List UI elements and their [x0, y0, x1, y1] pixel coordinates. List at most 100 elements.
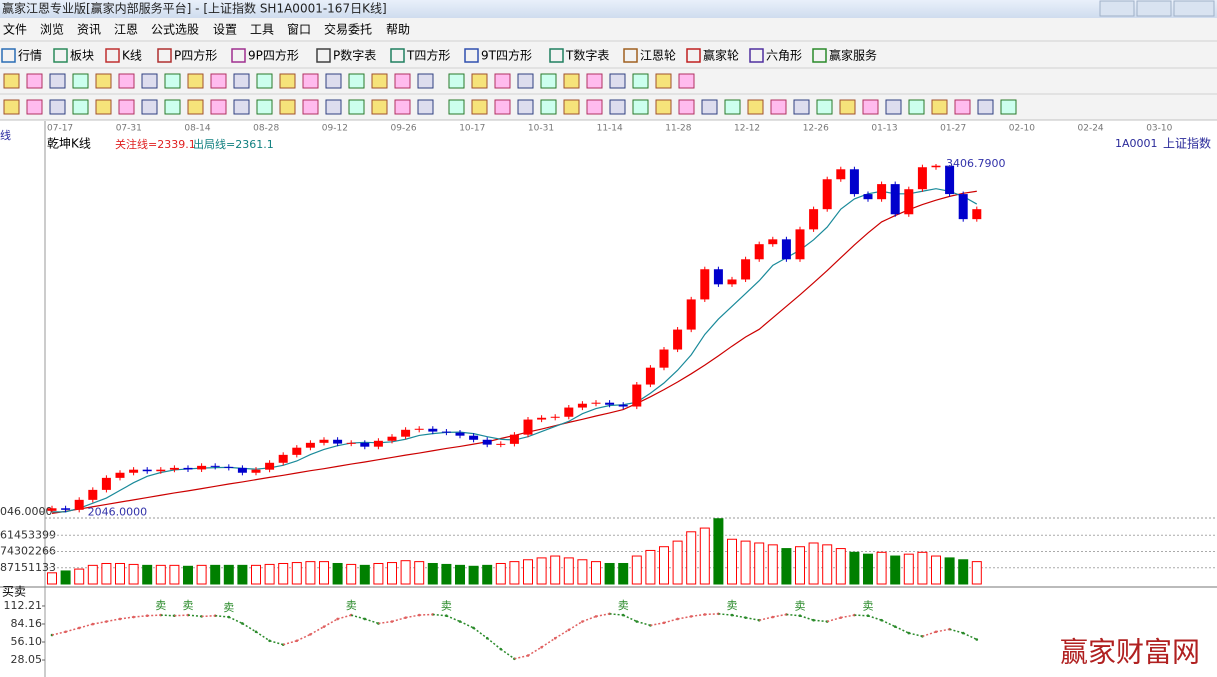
tool-icon[interactable] [325, 73, 342, 89]
tool-icon[interactable] [164, 73, 181, 89]
toolbar-button[interactable]: 六角形 [766, 49, 802, 63]
menu-item[interactable]: 窗口 [287, 23, 311, 37]
tool-icon[interactable] [494, 73, 511, 89]
toolbar-icon[interactable] [749, 48, 764, 63]
tool-icon[interactable] [724, 99, 741, 115]
toolbar-button[interactable]: 行情 [18, 49, 42, 63]
toolbar-icon[interactable] [549, 48, 564, 63]
tool-icon[interactable] [609, 99, 626, 115]
tool-icon[interactable] [586, 99, 603, 115]
tool-icon[interactable] [908, 99, 925, 115]
maximize-button[interactable] [1136, 0, 1172, 17]
toolbar-icon[interactable] [105, 48, 120, 63]
tool-icon[interactable] [187, 99, 204, 115]
toolbar-button[interactable]: 9P四方形 [248, 48, 299, 63]
tool-icon[interactable] [141, 99, 158, 115]
tool-icon[interactable] [563, 99, 580, 115]
toolbar-icon[interactable] [686, 48, 701, 63]
toolbar-icon[interactable] [316, 48, 331, 63]
menu-item[interactable]: 浏览 [40, 22, 64, 37]
toolbar-button[interactable]: T数字表 [565, 48, 609, 63]
tool-icon[interactable] [233, 73, 250, 89]
tool-icon[interactable] [49, 99, 66, 115]
tool-icon[interactable] [417, 99, 434, 115]
tool-icon[interactable] [517, 73, 534, 89]
tool-icon[interactable] [210, 99, 227, 115]
toolbar-button[interactable]: P四方形 [174, 48, 217, 63]
tool-icon[interactable] [233, 99, 250, 115]
toolbar-button[interactable]: 赢家服务 [829, 48, 877, 63]
menu-item[interactable]: 帮助 [386, 23, 410, 37]
menu-item[interactable]: 资讯 [77, 23, 101, 37]
tool-icon[interactable] [394, 99, 411, 115]
tool-icon[interactable] [394, 73, 411, 89]
tool-icon[interactable] [885, 99, 902, 115]
tool-icon[interactable] [118, 99, 135, 115]
tool-icon[interactable] [49, 73, 66, 89]
tool-icon[interactable] [348, 99, 365, 115]
tool-icon[interactable] [256, 73, 273, 89]
tool-icon[interactable] [279, 73, 296, 89]
toolbar-button[interactable]: T四方形 [406, 48, 450, 63]
menu-item[interactable]: 江恩 [114, 23, 138, 37]
tool-icon[interactable] [417, 73, 434, 89]
toolbar-icon[interactable] [53, 48, 68, 63]
tool-icon[interactable] [471, 73, 488, 89]
tool-icon[interactable] [678, 99, 695, 115]
tool-icon[interactable] [371, 73, 388, 89]
tool-icon[interactable] [793, 99, 810, 115]
tool-icon[interactable] [448, 73, 465, 89]
tool-icon[interactable] [72, 99, 89, 115]
tool-icon[interactable] [325, 99, 342, 115]
toolbar-icon[interactable] [231, 48, 246, 63]
tool-icon[interactable] [210, 73, 227, 89]
tool-icon[interactable] [348, 73, 365, 89]
tool-icon[interactable] [655, 99, 672, 115]
toolbar-button[interactable]: 板块 [70, 49, 94, 63]
tool-icon[interactable] [3, 99, 20, 115]
tool-icon[interactable] [632, 73, 649, 89]
toolbar-icon[interactable] [464, 48, 479, 63]
tool-icon[interactable] [26, 73, 43, 89]
tool-icon[interactable] [977, 99, 994, 115]
toolbar-button[interactable]: K线 [122, 49, 142, 63]
toolbar-button[interactable]: P数字表 [333, 48, 376, 63]
tool-icon[interactable] [164, 99, 181, 115]
tool-icon[interactable] [95, 73, 112, 89]
toolbar-button[interactable]: 江恩轮 [640, 49, 676, 63]
toolbar-button[interactable]: 赢家轮 [703, 48, 739, 63]
menu-item[interactable]: 文件 [3, 22, 27, 37]
tool-icon[interactable] [141, 73, 158, 89]
tool-icon[interactable] [563, 73, 580, 89]
toolbar-button[interactable]: 9T四方形 [481, 48, 532, 63]
tool-icon[interactable] [770, 99, 787, 115]
tool-icon[interactable] [3, 73, 20, 89]
tool-icon[interactable] [609, 73, 626, 89]
toolbar-icon[interactable] [812, 48, 827, 63]
menu-item[interactable]: 设置 [213, 23, 237, 37]
tool-icon[interactable] [279, 99, 296, 115]
tool-icon[interactable] [517, 99, 534, 115]
tool-icon[interactable] [747, 99, 764, 115]
tool-icon[interactable] [954, 99, 971, 115]
tool-icon[interactable] [678, 73, 695, 89]
tool-icon[interactable] [701, 99, 718, 115]
menu-item[interactable]: 公式选股 [151, 23, 199, 37]
tool-icon[interactable] [448, 99, 465, 115]
tool-icon[interactable] [72, 73, 89, 89]
tool-icon[interactable] [655, 73, 672, 89]
tool-icon[interactable] [187, 73, 204, 89]
tool-icon[interactable] [494, 99, 511, 115]
toolbar-icon[interactable] [623, 48, 638, 63]
tool-icon[interactable] [586, 73, 603, 89]
tool-icon[interactable] [1000, 99, 1017, 115]
tool-icon[interactable] [471, 99, 488, 115]
tool-icon[interactable] [862, 99, 879, 115]
tool-icon[interactable] [256, 99, 273, 115]
tool-icon[interactable] [816, 99, 833, 115]
tool-icon[interactable] [302, 73, 319, 89]
toolbar-icon[interactable] [390, 48, 405, 63]
tool-icon[interactable] [540, 99, 557, 115]
tool-icon[interactable] [632, 99, 649, 115]
tool-icon[interactable] [540, 73, 557, 89]
